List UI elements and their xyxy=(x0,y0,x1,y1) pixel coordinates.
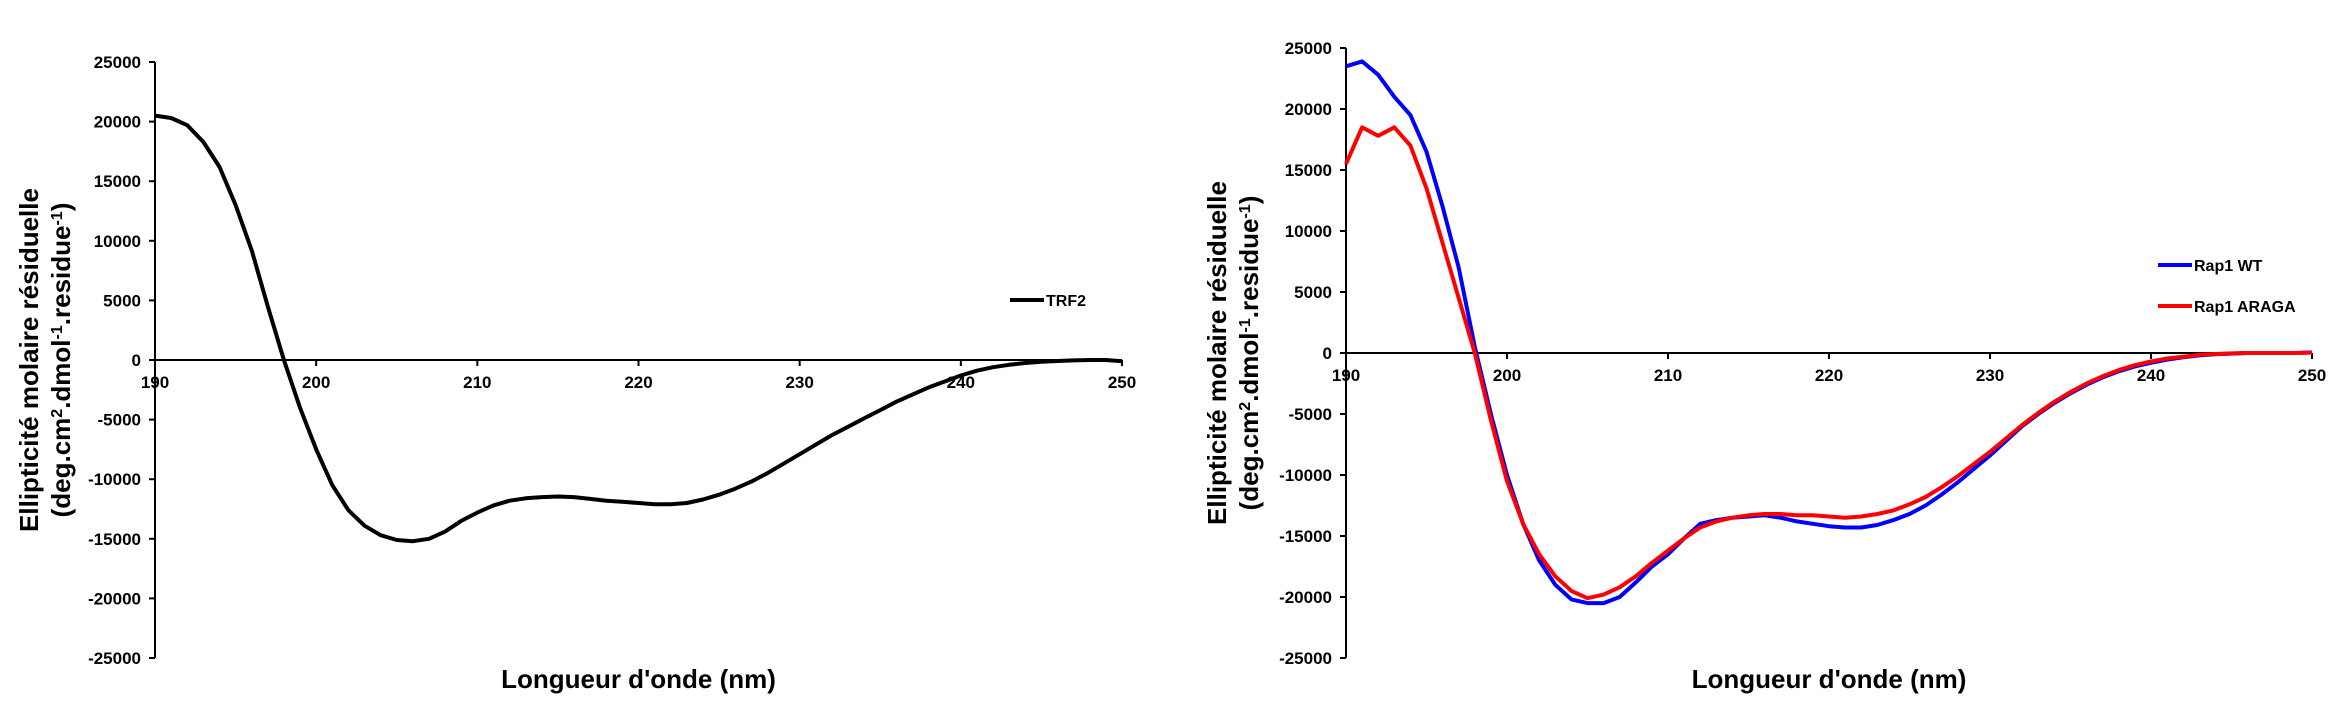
left-y-tick-label: -20000 xyxy=(88,589,141,608)
left-y-tick-label: -10000 xyxy=(88,470,141,489)
left-y-axis-title: Ellipticité molaire résiduelle (deg.cm2.d… xyxy=(14,188,76,532)
right-y-axis-title-line2: (deg.cm2.dmol-1.residue-1) xyxy=(1234,196,1264,511)
left-y-axis-title-line1: Ellipticité molaire résiduelle xyxy=(14,188,44,532)
left-x-tick-label: 230 xyxy=(785,373,813,392)
right-y-tick-label: -15000 xyxy=(1279,527,1332,546)
right-x-tick-label: 190 xyxy=(1332,366,1360,385)
left-x-tick-label: 210 xyxy=(463,373,491,392)
left-y-tick-label: 0 xyxy=(132,351,141,370)
right-legend-item: Rap1 ARAGA xyxy=(2158,299,2296,316)
right-x-tick-label: 230 xyxy=(1976,366,2004,385)
left-y-tick-label: 25000 xyxy=(94,53,141,72)
right-legend-item: Rap1 WT xyxy=(2158,258,2263,275)
chart-trf2: -25000 -20000 -15000 -10000 -5000 0 5000 10000 1… xyxy=(14,53,1136,694)
right-legend-label: Rap1 ARAGA xyxy=(2194,299,2296,316)
right-y-tick-label: 10000 xyxy=(1285,222,1332,241)
left-y-tick-label: -15000 xyxy=(88,530,141,549)
left-y-tick-label: 20000 xyxy=(94,113,141,132)
right-y-tick-label: -20000 xyxy=(1279,588,1332,607)
right-y-tick-label: -25000 xyxy=(1279,649,1332,668)
left-y-axis-title-line2: (deg.cm2.dmol-1.residue-1) xyxy=(46,203,76,518)
right-axes: -25000 -20000 -15000 -10000 -5000 0 5000 10000 1… xyxy=(1279,39,2326,668)
right-y-tick-label: 5000 xyxy=(1294,283,1332,302)
right-x-tick-label: 240 xyxy=(2137,366,2165,385)
right-y-tick-label: 25000 xyxy=(1285,39,1332,58)
right-x-tick-label: 200 xyxy=(1493,366,1521,385)
right-legend-label: Rap1 WT xyxy=(2194,258,2263,275)
left-legend-item: TRF2 xyxy=(1010,293,1086,310)
left-y-tick-label: 10000 xyxy=(94,232,141,251)
right-series-line-rap1-wt xyxy=(1345,59,2313,606)
right-x-tick-label: 250 xyxy=(2298,366,2326,385)
right-y-axis-title: Ellipticité molaire résiduelle (deg.cm2.d… xyxy=(1202,181,1264,525)
right-x-tick-label: 210 xyxy=(1654,366,1682,385)
left-x-tick-label: 190 xyxy=(141,373,169,392)
right-y-tick-label: 20000 xyxy=(1285,100,1332,119)
right-x-tick-label: 220 xyxy=(1815,366,1843,385)
right-series-line-rap1-araga xyxy=(1344,125,2313,601)
chart-rap1: -25000 -20000 -15000 -10000 -5000 0 5000 10000 1… xyxy=(1202,39,2326,694)
left-y-tick-label: 15000 xyxy=(94,172,141,191)
left-y-tick-label: -5000 xyxy=(98,411,141,430)
left-axes: -25000 -20000 -15000 -10000 -5000 0 5000 10000 1… xyxy=(88,53,1136,668)
left-x-tick-label: 250 xyxy=(1108,373,1136,392)
right-y-tick-label: -10000 xyxy=(1279,466,1332,485)
left-legend-label: TRF2 xyxy=(1046,293,1086,310)
left-x-tick-label: 200 xyxy=(302,373,330,392)
left-x-tick-label: 220 xyxy=(624,373,652,392)
right-y-axis-title-line1: Ellipticité molaire résiduelle xyxy=(1202,181,1232,525)
right-y-tick-label: 15000 xyxy=(1285,161,1332,180)
right-y-tick-label: -5000 xyxy=(1289,405,1332,424)
left-y-tick-label: -25000 xyxy=(88,649,141,668)
left-x-axis-title: Longueur d'onde (nm) xyxy=(501,664,776,694)
left-series-line-trf2 xyxy=(154,113,1123,544)
right-y-tick-label: 0 xyxy=(1323,344,1332,363)
left-y-tick-label: 5000 xyxy=(103,291,141,310)
right-x-axis-title: Longueur d'onde (nm) xyxy=(1692,664,1967,694)
